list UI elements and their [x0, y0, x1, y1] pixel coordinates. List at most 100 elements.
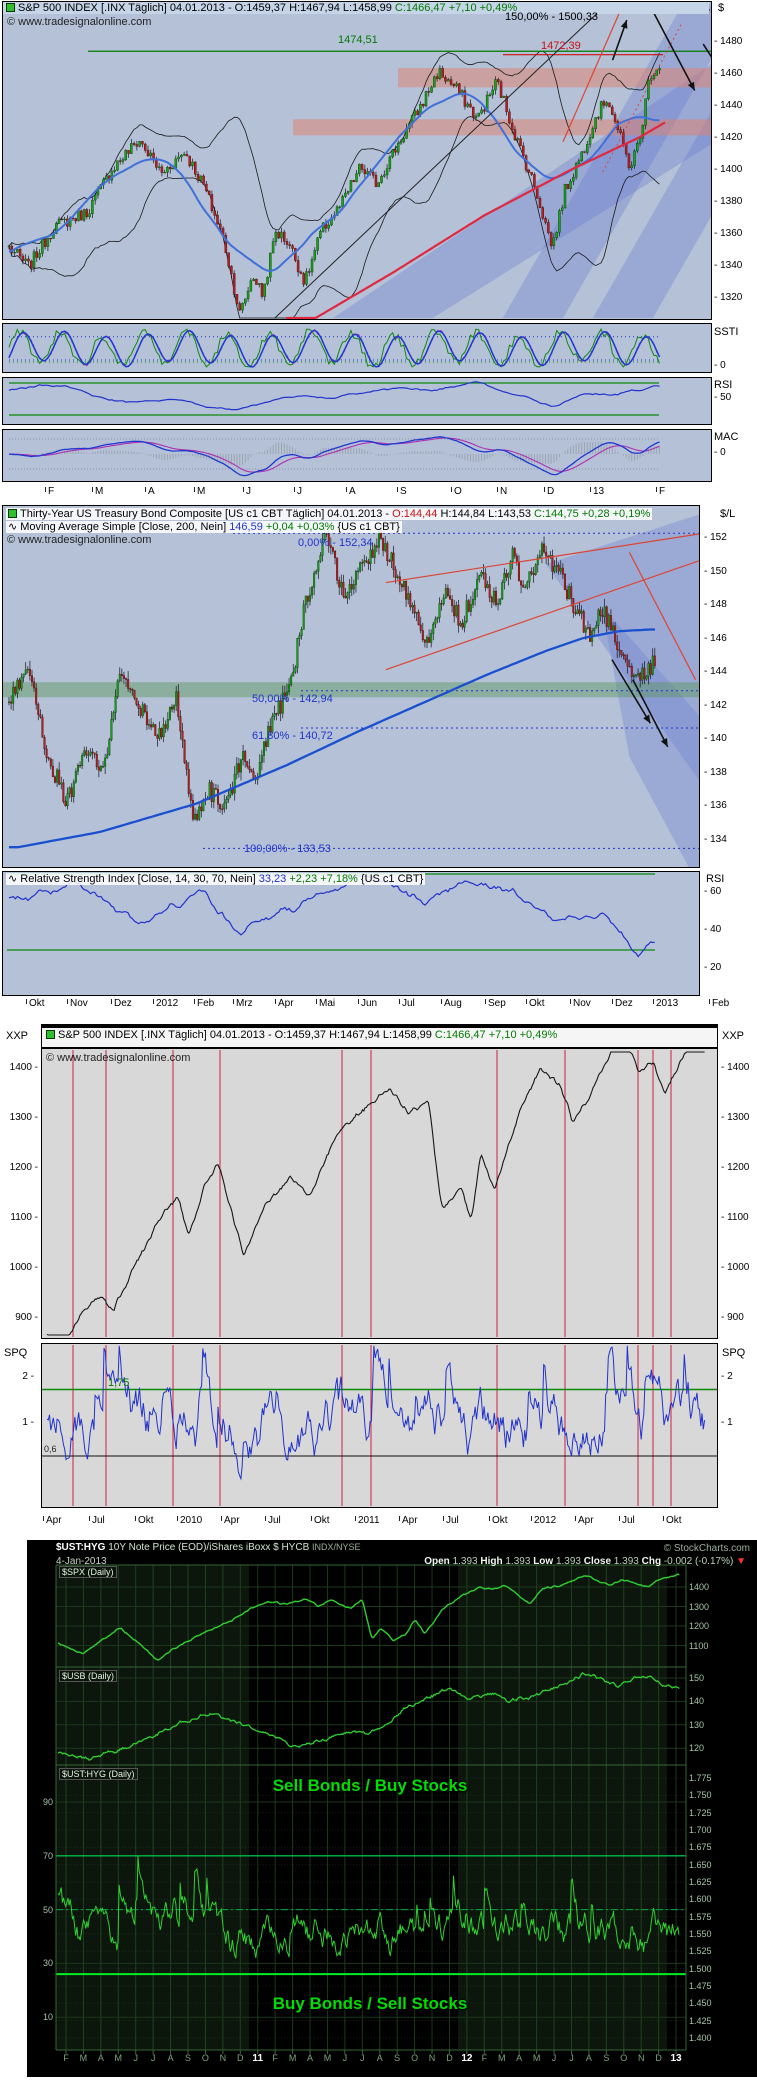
x-axis-label: 13	[590, 486, 604, 497]
x-axis-label: Okt	[26, 998, 45, 1009]
y-axis-tick-left: 1200	[8, 1162, 38, 1173]
down-arrow-icon: ▼	[736, 1556, 746, 1567]
x-axis-label: S	[394, 2053, 401, 2063]
spx-axis-tick: 1300	[689, 1601, 710, 1612]
x-axis-label: S	[184, 2053, 192, 2063]
x-axis-label: Mai	[316, 998, 335, 1009]
x-axis-label: M	[79, 2053, 88, 2063]
x-axis-label: S	[603, 2053, 610, 2063]
mac-label: MAC	[714, 431, 739, 443]
rsi-axis-tick: 20	[704, 962, 721, 973]
x-axis-label: A	[585, 2053, 592, 2063]
ratio-left-tick: 30	[42, 1958, 53, 1969]
y-axis-tick: 1380	[714, 196, 742, 207]
xxp-left: XXP	[6, 1030, 29, 1042]
ohlc-label: Chg	[641, 1556, 664, 1567]
rsi-pane-1[interactable]	[2, 377, 712, 425]
x-axis-label: F	[63, 2053, 69, 2063]
spq-chart	[42, 1345, 717, 1506]
rsi-pane-2[interactable]	[2, 871, 700, 996]
x-axis-label: Jul	[399, 998, 415, 1009]
macd-pane[interactable]	[2, 429, 712, 482]
usb-axis-tick: 140	[689, 1696, 705, 1707]
chart4-symbol: $UST:HYG	[56, 1542, 106, 1553]
y-axis-tick: 1480	[714, 36, 742, 47]
y-axis-tick: 1360	[714, 228, 742, 239]
y-axis-tick: 140	[704, 733, 727, 744]
y-axis-tick-right: 1100	[721, 1212, 749, 1223]
ssti-pane[interactable]	[2, 323, 712, 373]
ust-hyg-chart	[55, 1564, 687, 2054]
y-axis-tick-left: 1300	[8, 1112, 38, 1123]
y-axis-tick-left: 1000	[8, 1262, 38, 1273]
x-axis-label: F	[656, 486, 665, 497]
x-axis-label: A	[307, 2053, 314, 2063]
spq-tick-left: 2	[4, 1371, 34, 1382]
ssti-label: SSTI	[714, 326, 739, 338]
x-axis-label: A	[346, 486, 356, 497]
y-axis-tick: 148	[704, 599, 727, 610]
x-axis-label: D	[655, 2053, 662, 2063]
ratio-right-tick: 1.750	[689, 1790, 712, 1801]
rsi-chart-1	[8, 381, 660, 416]
ratio-right-tick: 1.600	[689, 1894, 712, 1905]
chart3-title: S&P 500 INDEX [.INX Täglich] 04.01.2013 …	[58, 1029, 435, 1041]
x-axis-label: Apr	[221, 1515, 240, 1526]
sp500-daily-price-pane[interactable]	[2, 1, 712, 320]
stockcharts-box[interactable]	[27, 1540, 757, 2077]
chart1-close: C:1466,47 +7,10 +0,49%	[394, 2, 518, 14]
currency-label: $	[718, 2, 725, 14]
y-axis-tick: 142	[704, 700, 727, 711]
rsi2-header: ∿ Relative Strength Index [Close, 14, 30…	[6, 873, 426, 886]
ohlc-value: 1.393	[613, 1556, 642, 1567]
ratio-right-tick: 1.675	[689, 1842, 712, 1853]
spq-pane[interactable]	[41, 1343, 718, 1508]
tbond-price-pane[interactable]	[2, 505, 700, 868]
x-axis-label: 2010	[177, 1515, 202, 1526]
instrument-icon	[6, 3, 15, 12]
x-axis-label: J	[569, 2053, 574, 2063]
instrument-icon	[8, 509, 17, 518]
ohlc-label: Low	[533, 1556, 556, 1567]
rsi1-label: RSI	[714, 379, 733, 391]
x-axis-label: M	[532, 2053, 541, 2063]
mac-zero-tick: 0	[714, 447, 726, 458]
y-axis-tick-right: 900	[721, 1312, 744, 1323]
sp500-longterm-pane[interactable]	[41, 1048, 718, 1339]
ma-value: 146,59	[229, 521, 263, 533]
ratio-right-tick: 1.575	[689, 1911, 712, 1922]
chart4-ohlc-row: Open 1.393 High 1.393 Low 1.393 Close 1.…	[250, 1556, 746, 1567]
x-axis-label: Dez	[111, 998, 132, 1009]
ratio-left-tick: 70	[42, 1850, 53, 1861]
x-axis-label: D	[544, 486, 554, 497]
ratio-left-tick: 90	[42, 1797, 53, 1807]
ratio-right-tick: 1.550	[689, 1928, 712, 1939]
rsi2-suffix: {US c1 CBT}	[360, 873, 424, 885]
ratio-left-tick: 50	[42, 1904, 53, 1915]
sp500-daily-price-chart	[7, 3, 711, 319]
x-axis-label: O	[411, 2053, 419, 2063]
ratio-right-tick: 1.400	[689, 2032, 712, 2043]
level-label-red: 1472,39	[541, 40, 581, 52]
x-axis-label: O	[620, 2053, 628, 2063]
spx-axis-tick: 1200	[689, 1621, 710, 1632]
y-axis-tick: 1440	[714, 100, 742, 111]
x-axis-label: Mrz	[233, 998, 253, 1009]
usb-panel-label: $USB (Daily)	[59, 1670, 118, 1682]
watermark: © www.tradesignalonline.com	[7, 16, 152, 28]
y-axis-tick: 152	[704, 532, 727, 543]
spx-panel-label: $SPX (Daily)	[59, 1566, 117, 1578]
chart2-close: C:144,75 +0,28 +0,19%	[534, 508, 651, 520]
instrument-icon	[46, 1030, 55, 1039]
usb-axis-tick: 130	[689, 1719, 705, 1730]
x-axis-label: A	[167, 2053, 174, 2063]
rsi2-value: 33,23	[258, 873, 287, 885]
spq-label-left: SPQ	[4, 1347, 28, 1359]
x-axis-label: Apr	[275, 998, 294, 1009]
x-axis-label: J	[243, 486, 251, 497]
x-axis-label: Nov	[570, 998, 591, 1009]
x-axis-label: Sep	[485, 998, 506, 1009]
usb-axis-tick: 120	[689, 1743, 705, 1754]
x-axis-label: F	[45, 486, 54, 497]
x-axis-label: Okt	[489, 1515, 508, 1526]
